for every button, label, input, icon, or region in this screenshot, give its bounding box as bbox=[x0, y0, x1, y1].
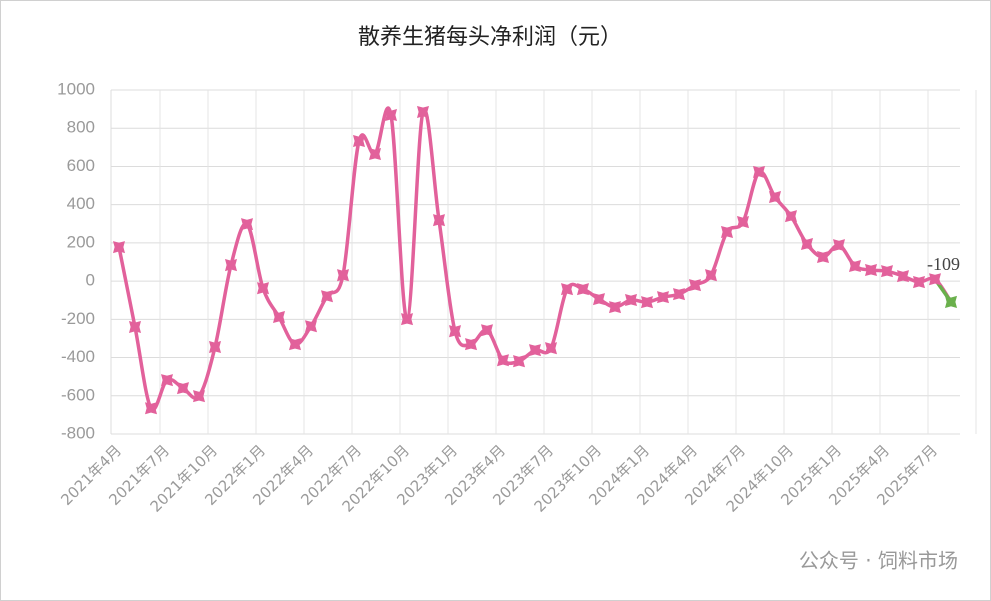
point bbox=[512, 355, 526, 368]
point bbox=[464, 338, 478, 351]
point bbox=[576, 283, 590, 296]
point bbox=[928, 273, 942, 286]
point bbox=[560, 283, 574, 296]
point bbox=[544, 342, 558, 355]
point bbox=[912, 276, 926, 289]
point bbox=[160, 374, 174, 387]
point bbox=[944, 295, 958, 308]
point bbox=[656, 291, 670, 304]
point bbox=[704, 269, 718, 282]
point bbox=[368, 148, 382, 161]
y-tick-label: -600 bbox=[61, 385, 95, 404]
point bbox=[880, 265, 894, 278]
point bbox=[336, 269, 350, 282]
point bbox=[192, 390, 206, 403]
point bbox=[480, 324, 494, 337]
point bbox=[640, 296, 654, 309]
point bbox=[864, 264, 878, 277]
y-tick-label: -200 bbox=[61, 309, 95, 328]
point bbox=[496, 354, 510, 367]
y-tick-label: 600 bbox=[67, 156, 95, 175]
y-tick-label: 200 bbox=[67, 232, 95, 251]
point bbox=[288, 338, 302, 351]
point bbox=[768, 191, 782, 204]
point bbox=[736, 216, 750, 229]
chart-title: 散养生猪每头净利润（元） bbox=[358, 25, 622, 50]
point bbox=[752, 165, 766, 178]
point bbox=[272, 311, 286, 324]
y-tick-label: -400 bbox=[61, 347, 95, 366]
point bbox=[592, 293, 606, 306]
point bbox=[608, 301, 622, 314]
y-tick-label: 800 bbox=[67, 118, 95, 137]
point bbox=[304, 320, 318, 333]
point bbox=[688, 279, 702, 292]
point bbox=[400, 313, 414, 326]
data-label: -109 bbox=[927, 254, 960, 274]
point bbox=[112, 241, 126, 254]
point bbox=[528, 344, 542, 357]
point bbox=[352, 135, 366, 148]
point bbox=[432, 214, 446, 227]
point bbox=[224, 259, 238, 272]
point bbox=[176, 382, 190, 395]
y-tick-label: 0 bbox=[86, 271, 95, 290]
point bbox=[416, 105, 430, 118]
point bbox=[624, 294, 638, 307]
point bbox=[672, 288, 686, 301]
point bbox=[384, 109, 398, 122]
y-tick-label: -800 bbox=[61, 423, 95, 442]
point bbox=[128, 320, 142, 333]
point bbox=[832, 239, 846, 252]
point bbox=[800, 238, 814, 251]
watermark: 公众号 · 饲料市场 bbox=[799, 549, 958, 573]
point bbox=[896, 270, 910, 283]
y-tick-label: 400 bbox=[67, 194, 95, 213]
point bbox=[144, 402, 158, 415]
point bbox=[320, 290, 334, 303]
point bbox=[448, 325, 462, 338]
point bbox=[720, 225, 734, 239]
point bbox=[256, 282, 270, 295]
point bbox=[208, 341, 222, 354]
y-tick-label: 1000 bbox=[57, 79, 95, 98]
point bbox=[848, 260, 862, 273]
point bbox=[240, 218, 254, 231]
point bbox=[784, 210, 798, 223]
point bbox=[816, 251, 830, 264]
